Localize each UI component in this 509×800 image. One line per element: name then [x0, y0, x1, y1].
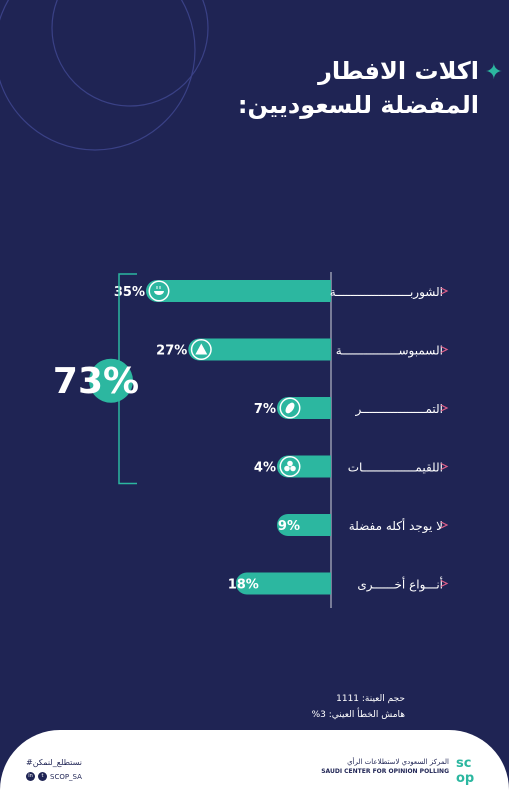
margin-of-error-note: هامش الخطأ العيني: 3%	[311, 710, 405, 720]
social-links[interactable]: in t SCOP_SA	[26, 772, 82, 781]
scop-logo-icon: sc op	[456, 756, 474, 785]
category-label: الشوربـــــــــــــــــــــة	[330, 285, 443, 300]
category-label: لا يوجد أكله مفضلة	[349, 518, 443, 534]
title-line-2: المفضلة للسعوديين:	[237, 91, 479, 119]
accent-marker	[440, 579, 449, 588]
bar	[146, 280, 331, 302]
accent-marker	[440, 462, 449, 471]
hashtag-text: #نستطلع_لنمكن	[26, 758, 82, 767]
social-handle[interactable]: SCOP_SA	[50, 772, 82, 781]
value-label: 18%	[228, 578, 259, 593]
category-label: أنـــواع أخــــــرى	[357, 577, 443, 593]
bar-chart: 35% الشوربـــــــــــــــــــــة 27% السمبو…	[53, 272, 449, 608]
total-percentage-label: 73%	[53, 361, 139, 402]
samosa-shape	[195, 343, 208, 355]
svg-text:sc: sc	[456, 756, 471, 771]
date-fruit-shape	[285, 402, 295, 414]
org-name-english: SAUDI CENTER FOR OPINION POLLING	[321, 768, 449, 775]
luqaimat-ball	[290, 465, 296, 472]
luqaimat-ball	[287, 460, 293, 467]
luqaimat-ball	[284, 465, 290, 472]
footer-bar	[0, 730, 509, 800]
accent-marker	[440, 345, 449, 354]
value-label: 35%	[114, 285, 145, 300]
sparkle-icon: ✦	[484, 60, 503, 85]
value-label: 7%	[254, 402, 276, 417]
value-label: 4%	[254, 461, 276, 476]
crescent-moon-decoration	[0, 0, 209, 151]
sample-size-note: حجم العينة: 1111	[336, 694, 405, 704]
svg-text:op: op	[456, 771, 474, 785]
category-label: السمبوســــــــــــــــة	[336, 344, 443, 359]
accent-marker	[440, 287, 449, 295]
accent-marker	[440, 404, 449, 412]
org-name: المركز السعودي لاستطلاعات الرأي SAUDI CE…	[321, 758, 449, 775]
bar	[235, 572, 331, 595]
total-badge-circle	[89, 358, 133, 403]
title-line-1: اكلات الافطار	[318, 57, 479, 85]
twitter-icon[interactable]: t	[38, 772, 47, 781]
chart-title: ✦ اكلات الافطار المفضلة للسعوديين:	[119, 54, 503, 122]
soup-bowl-shape	[154, 291, 164, 295]
linkedin-icon[interactable]: in	[26, 772, 35, 781]
value-label: 27%	[156, 344, 187, 359]
category-label: التمــــــــــــــــــر	[355, 402, 443, 417]
bar	[188, 338, 331, 361]
survey-notes: حجم العينة: 1111 هامش الخطأ العيني: 3%	[312, 691, 405, 723]
category-label: اللقيمـــــــــــــــات	[348, 461, 443, 475]
org-name-arabic: المركز السعودي لاستطلاعات الرأي	[347, 758, 449, 766]
accent-marker	[440, 521, 449, 529]
value-label: 9%	[278, 519, 300, 534]
bar	[277, 514, 331, 536]
luqaimat-icon	[281, 457, 299, 476]
